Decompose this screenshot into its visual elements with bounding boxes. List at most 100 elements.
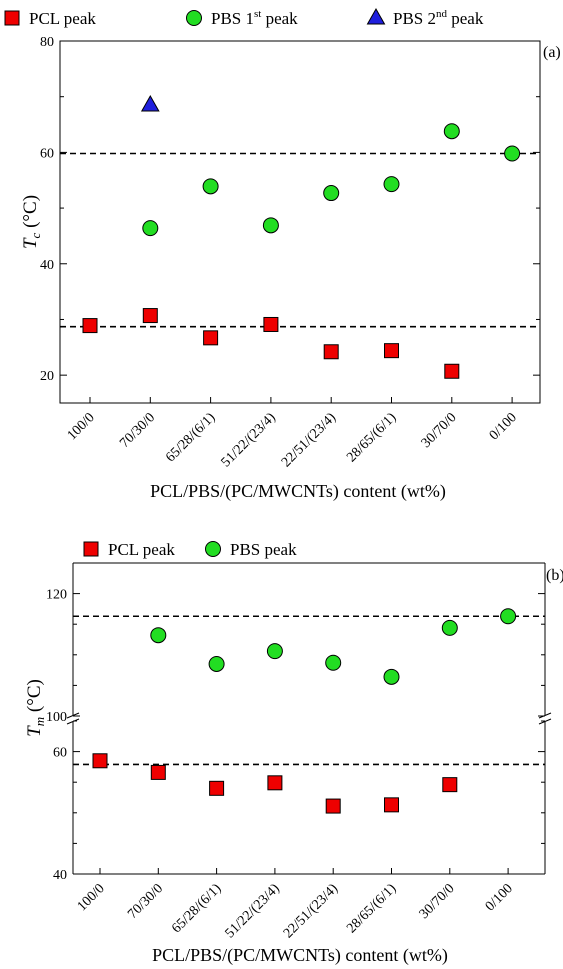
point-b-s1-2 xyxy=(208,655,225,672)
point-a-s1-6 xyxy=(443,123,460,140)
point-b-s1-7 xyxy=(500,608,517,625)
point-a-s1-4 xyxy=(323,185,340,202)
x-tick-label-a-4: 22/51/(23/4) xyxy=(279,410,339,470)
y-axis-label-unit-a: (°C) xyxy=(20,195,41,233)
x-tick-label-b-1: 70/30/0 xyxy=(125,881,166,922)
point-a-s1-1 xyxy=(142,220,159,237)
data-points-b xyxy=(92,608,517,814)
point-b-s0-6 xyxy=(442,777,458,793)
y-axis-label-main-b: T xyxy=(24,725,45,737)
y-axis-label-sub-a: c xyxy=(28,232,43,238)
point-a-s1-5 xyxy=(383,176,400,193)
point-b-s0-2 xyxy=(209,780,225,796)
y-tick-label-b-lower-0: 40 xyxy=(53,868,67,883)
y-axis-label-main-a: T xyxy=(20,237,41,249)
x-tick-label-a-0: 100/0 xyxy=(65,410,98,443)
point-b-s1-1 xyxy=(150,627,167,644)
x-tick-label-a-1: 70/30/0 xyxy=(117,410,158,451)
legend-label-a-2-suffix: peak xyxy=(447,9,484,28)
x-tick-label-a-6: 30/70/0 xyxy=(419,410,460,451)
x-tick-label-b-6: 30/70/0 xyxy=(417,881,458,922)
axis-break-gap-b-1 xyxy=(539,715,551,722)
legend-marker-b-1 xyxy=(205,541,221,557)
legend-label-a-2-name: PBS 2 xyxy=(393,9,436,28)
x-tick-label-b-3: 51/22/(23/4) xyxy=(223,881,283,941)
point-b-s0-0 xyxy=(92,753,108,769)
y-tick-label-b-lower-1: 60 xyxy=(53,746,67,761)
point-a-s0-4 xyxy=(323,344,339,360)
x-tick-label-a-2: 65/28/(6/1) xyxy=(163,410,218,465)
point-a-s1-7 xyxy=(504,145,521,162)
panel-label-a: (a) xyxy=(543,44,561,61)
panel-label-b: (b) xyxy=(546,567,563,584)
x-tick-label-a-5: 28/65/(6/1) xyxy=(344,410,399,465)
y-tick-label-a-1: 40 xyxy=(40,258,54,273)
legend-label-a-2-sup: nd xyxy=(436,8,448,20)
legend-marker-b-0 xyxy=(83,541,99,557)
y-ticks-a: 20 40 60 80 xyxy=(40,35,540,403)
y-tick-label-a-2: 60 xyxy=(40,146,54,161)
panel-b: PCL peak PBS peak 100 120 40 60 100/0 70/30/0… xyxy=(24,540,563,966)
point-a-s0-1 xyxy=(142,308,158,324)
x-tick-label-b-4: 22/51/(23/4) xyxy=(281,881,341,941)
point-b-s0-1 xyxy=(150,764,166,780)
legend-label-a-1: PBS 1st peak xyxy=(211,8,298,28)
x-tick-label-b-0: 100/0 xyxy=(75,881,108,914)
point-b-s1-4 xyxy=(325,654,342,671)
reference-lines-a xyxy=(60,152,540,328)
legend-label-b-0-name: PCL peak xyxy=(108,540,175,559)
legend-label-a-0: PCL peak xyxy=(29,9,96,28)
x-tick-label-b-7: 0/100 xyxy=(483,881,516,914)
legend-b: PCL peak PBS peak xyxy=(83,540,297,559)
legend-a: PCL peak PBS 1st peak PBS 2nd peak xyxy=(4,7,484,28)
y-tick-label-a-0: 20 xyxy=(40,369,54,384)
point-b-s1-5 xyxy=(383,668,400,685)
point-a-s0-2 xyxy=(203,330,219,346)
legend-label-a-1-sup: st xyxy=(254,8,261,20)
x-tick-label-a-7: 0/100 xyxy=(487,410,520,443)
point-b-s0-4 xyxy=(325,798,341,814)
legend-label-a-2: PBS 2nd peak xyxy=(393,8,484,28)
panel-a: PCL peak PBS 1st peak PBS 2nd peak 2040608… xyxy=(4,7,561,502)
y-tick-label-a-3: 80 xyxy=(40,35,54,50)
legend-marker-a-2 xyxy=(366,7,386,25)
axis-break-gap-b-0 xyxy=(67,715,79,722)
legend-label-a-1-suffix: peak xyxy=(261,9,298,28)
legend-label-b-1-name: PBS peak xyxy=(230,540,297,559)
plot-frame-b xyxy=(66,562,552,875)
x-axis-label-b: PCL/PBS/(PC/MWCNTs) content (wt%) xyxy=(152,945,448,966)
point-a-s2-1 xyxy=(140,95,160,112)
legend-label-a-0-name: PCL peak xyxy=(29,9,96,28)
y-axis-label-sub-b: m xyxy=(32,717,47,726)
point-a-s0-6 xyxy=(444,363,460,379)
x-tick-label-a-3: 51/22/(23/4) xyxy=(219,410,279,470)
point-a-s1-2 xyxy=(202,178,219,195)
plot-frame-a xyxy=(59,40,541,404)
y-tick-label-b-upper-1: 120 xyxy=(46,588,67,603)
point-b-s0-3 xyxy=(267,775,283,791)
point-b-s1-3 xyxy=(266,643,283,660)
point-b-s1-6 xyxy=(441,619,458,636)
legend-label-a-1-name: PBS 1 xyxy=(211,9,254,28)
x-tick-label-b-5: 28/65/(6/1) xyxy=(344,881,399,936)
data-points-a xyxy=(82,95,521,379)
point-a-s1-3 xyxy=(262,217,279,234)
reference-lines-b xyxy=(73,615,545,766)
y-ticks-b: 100 120 40 60 xyxy=(46,562,545,883)
y-axis-label-unit-b: (°C) xyxy=(24,679,45,717)
x-tick-labels-b: 100/0 70/30/0 65/28/(6/1)51/22/(23/4)22/51… xyxy=(75,881,516,941)
x-axis-label-a: PCL/PBS/(PC/MWCNTs) content (wt%) xyxy=(150,481,446,502)
point-a-s0-3 xyxy=(263,316,279,332)
y-axis-label-b: Tm (°C) xyxy=(24,679,47,737)
legend-label-b-1: PBS peak xyxy=(230,540,297,559)
y-axis-label-a: Tc (°C) xyxy=(20,195,43,249)
x-tick-label-b-2: 65/28/(6/1) xyxy=(169,881,224,936)
legend-marker-a-1 xyxy=(186,10,202,26)
x-tick-labels-a: 100/0 70/30/0 65/28/(6/1) 51/22/(23/4) 22/51… xyxy=(65,410,520,470)
y-tick-label-b-upper-0: 100 xyxy=(46,710,67,725)
point-a-s0-5 xyxy=(384,343,399,359)
legend-label-b-0: PCL peak xyxy=(108,540,175,559)
point-b-s0-5 xyxy=(384,797,399,813)
legend-marker-a-0 xyxy=(4,10,20,26)
